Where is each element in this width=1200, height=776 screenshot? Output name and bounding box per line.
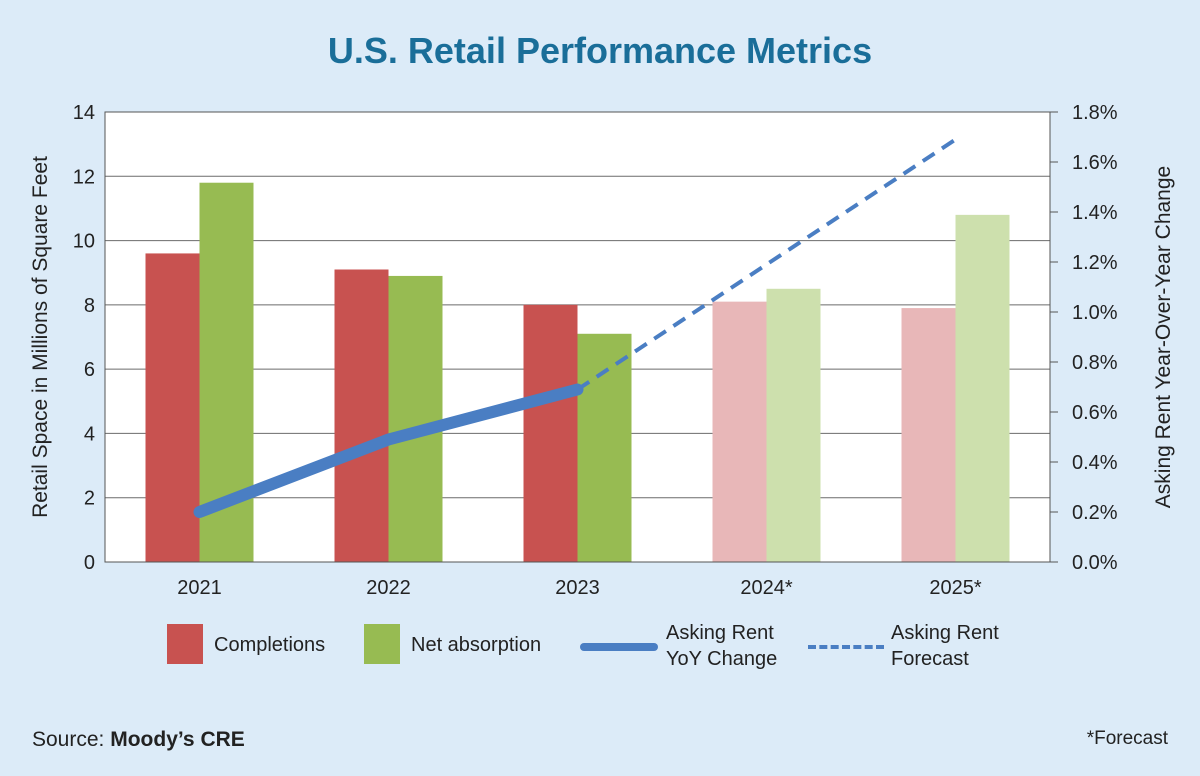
bar-completions: [523, 304, 578, 562]
x-tick-label: 2023: [555, 577, 600, 599]
plot-frame: [104, 111, 1051, 563]
y2-tick-label: 1.6%: [1072, 152, 1118, 174]
y2-tick-label: 1.8%: [1072, 102, 1118, 124]
legend-net-absorption-label: Net absorption: [411, 634, 542, 656]
bar-completions: [712, 301, 767, 562]
legend-rent-forecast-swatch: [808, 645, 884, 649]
left-axis-ticks: 0 2 4 6 8 10 12 14: [73, 102, 95, 574]
y-tick-label: 12: [73, 166, 95, 188]
legend-rent-line-label-1: Asking Rent: [666, 622, 774, 644]
bar-net-absorption: [955, 214, 1010, 562]
y2-tick-label: 0.0%: [1072, 552, 1118, 574]
right-axis-title: Asking Rent Year-Over-Year Change: [1152, 166, 1175, 508]
y-tick-label: 8: [84, 295, 95, 317]
bars: [145, 182, 1010, 562]
y-tick-label: 2: [84, 488, 95, 510]
x-axis-ticks: 2021 2022 2023 2024* 2025*: [177, 577, 982, 599]
legend-rent-forecast-label-1: Asking Rent: [891, 622, 999, 644]
y-tick-label: 14: [73, 102, 95, 124]
y2-tick-label: 1.0%: [1072, 302, 1118, 324]
y2-tick-label: 0.6%: [1072, 402, 1118, 424]
y-tick-label: 4: [84, 423, 95, 445]
y-tick-label: 10: [73, 231, 95, 253]
x-tick-label: 2022: [366, 577, 411, 599]
x-tick-label: 2025*: [929, 577, 981, 599]
left-axis-title: Retail Space in Millions of Square Feet: [29, 156, 52, 518]
legend-completions-swatch: [167, 624, 203, 664]
legend-rent-forecast-label-2: Forecast: [891, 648, 969, 670]
y2-tick-label: 0.8%: [1072, 352, 1118, 374]
legend-rent-line-swatch: [580, 643, 658, 651]
legend: Completions Net absorption Asking Rent Y…: [0, 620, 1200, 690]
forecast-footnote: *Forecast: [1086, 728, 1168, 749]
y2-tick-label: 0.4%: [1072, 452, 1118, 474]
legend-completions-label: Completions: [214, 634, 326, 656]
y2-tick-label: 0.2%: [1072, 502, 1118, 524]
legend-net-absorption-swatch: [364, 624, 400, 664]
rent-forecast-line: [576, 137, 957, 392]
y2-tick-label: 1.4%: [1072, 202, 1118, 224]
right-axis-ticks: 0.0% 0.2% 0.4% 0.6% 0.8% 1.0% 1.2% 1.4% 1.6% 1.8%: [1050, 102, 1118, 574]
bar-net-absorption: [577, 333, 632, 562]
chart-title: U.S. Retail Performance Metrics: [327, 30, 873, 71]
bar-completions: [901, 308, 956, 562]
y2-tick-label: 1.2%: [1072, 252, 1118, 274]
y-tick-label: 0: [84, 552, 95, 574]
x-tick-label: 2024*: [740, 577, 792, 599]
legend-rent-line-label-2: YoY Change: [666, 648, 778, 670]
bar-net-absorption: [388, 275, 443, 562]
source-note: Source: Moody’s CRE: [32, 728, 245, 752]
source-label: Source:: [32, 728, 105, 751]
rent-lines: [193, 137, 957, 518]
source-name: Moody’s CRE: [110, 728, 245, 751]
rent-yoy-line: [193, 383, 584, 518]
chart-area: 0 2 4 6 8 10 12 14 0.0% 0.2% 0.4% 0.6% 0.8% 1.0% 1.2%…: [29, 102, 1175, 599]
bar-net-absorption: [766, 288, 821, 562]
bar-completions: [145, 253, 200, 562]
bar-completions: [334, 269, 389, 562]
x-tick-label: 2021: [177, 577, 222, 599]
y-tick-label: 6: [84, 359, 95, 381]
